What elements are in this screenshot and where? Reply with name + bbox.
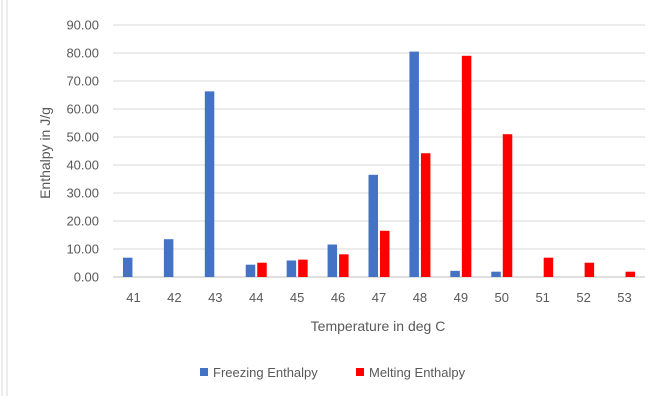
x-tick-labels: 41 42 43 44 45 46 47 48 49 50 51 52 53 <box>126 290 632 305</box>
melting-enthalpy-bar <box>380 230 390 277</box>
freezing-enthalpy-bar <box>163 239 174 277</box>
y-axis-title: Enthalpy in J/g <box>37 107 53 199</box>
melting-enthalpy-bar <box>584 262 595 277</box>
legend: Freezing Enthalpy Melting Enthalpy <box>200 365 466 380</box>
x-tick-label: 49 <box>454 290 468 305</box>
x-tick-label: 51 <box>535 290 549 305</box>
freezing-enthalpy-bar <box>368 174 378 277</box>
x-tick-label: 50 <box>495 290 509 305</box>
x-tick-label: 45 <box>290 290 304 305</box>
freezing-enthalpy-bar <box>450 270 460 277</box>
gridlines <box>113 24 645 278</box>
x-tick-label: 42 <box>167 290 181 305</box>
melting-enthalpy-bar <box>461 55 472 277</box>
y-tick-label: 60.00 <box>66 102 99 117</box>
x-tick-label: 46 <box>331 290 345 305</box>
freezing-enthalpy-bar <box>327 244 338 277</box>
freezing-enthalpy-bar <box>245 264 256 277</box>
x-tick-label: 53 <box>617 290 631 305</box>
bars <box>122 51 636 277</box>
melting-enthalpy-bar <box>625 271 636 277</box>
y-tick-label: 30.00 <box>66 186 99 201</box>
y-tick-label: 0.00 <box>74 270 99 285</box>
y-tick-label: 90.00 <box>66 18 99 33</box>
melting-enthalpy-bar <box>543 257 554 277</box>
freezing-enthalpy-bar <box>204 91 215 277</box>
x-tick-label: 48 <box>413 290 427 305</box>
y-tick-label: 40.00 <box>66 158 99 173</box>
melting-enthalpy-bar <box>339 254 349 277</box>
y-tick-label: 50.00 <box>66 130 99 145</box>
freezing-enthalpy-bar <box>286 260 297 277</box>
melting-enthalpy-bar <box>502 134 513 277</box>
legend-swatch-freezing <box>200 368 208 376</box>
y-tick-label: 70.00 <box>66 74 99 89</box>
x-tick-label: 47 <box>372 290 386 305</box>
x-tick-label: 41 <box>126 290 140 305</box>
freezing-enthalpy-bar <box>122 257 133 277</box>
melting-enthalpy-bar <box>257 262 267 277</box>
melting-enthalpy-bar <box>420 153 431 277</box>
y-tick-label: 10.00 <box>66 242 99 257</box>
freezing-enthalpy-bar <box>491 271 501 277</box>
melting-enthalpy-bar <box>298 259 308 277</box>
x-tick-label: 44 <box>249 290 263 305</box>
x-tick-label: 43 <box>208 290 222 305</box>
y-tick-label: 80.00 <box>66 46 99 61</box>
y-tick-labels: 0.00 10.00 20.00 30.00 40.00 50.00 60.00 70.00 8… <box>66 18 99 285</box>
x-axis-title: Temperature in deg C <box>311 318 446 334</box>
legend-label-melting: Melting Enthalpy <box>369 365 466 380</box>
freezing-enthalpy-bar <box>409 51 419 277</box>
y-tick-label: 20.00 <box>66 214 99 229</box>
x-tick-label: 52 <box>576 290 590 305</box>
legend-label-freezing: Freezing Enthalpy <box>213 365 318 380</box>
legend-swatch-melting <box>356 368 364 376</box>
